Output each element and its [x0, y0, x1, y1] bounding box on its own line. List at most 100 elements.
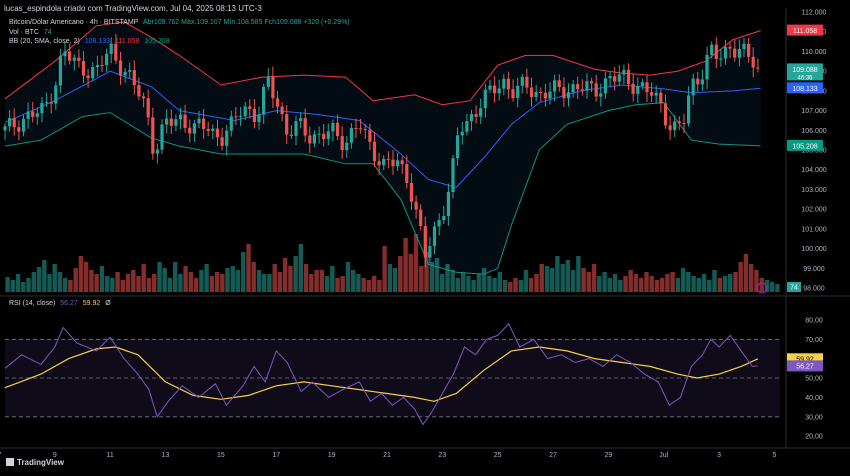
- volume-bar[interactable]: [214, 272, 220, 292]
- candle-body[interactable]: [562, 87, 566, 99]
- volume-bar[interactable]: [204, 264, 209, 292]
- candle-body[interactable]: [206, 128, 210, 131]
- candle-body[interactable]: [405, 164, 409, 183]
- volume-bar[interactable]: [701, 274, 707, 292]
- volume-bar[interactable]: [57, 272, 63, 292]
- candle-body[interactable]: [714, 44, 718, 59]
- legend-volume-label[interactable]: Vol · BTC: [9, 29, 39, 36]
- candle-body[interactable]: [128, 70, 132, 72]
- candle-body[interactable]: [442, 216, 446, 221]
- candle-body[interactable]: [49, 102, 53, 104]
- volume-bar[interactable]: [52, 264, 57, 292]
- candle-body[interactable]: [506, 78, 510, 90]
- volume-bar[interactable]: [518, 280, 523, 292]
- candle-body[interactable]: [650, 92, 654, 96]
- candle-body[interactable]: [382, 158, 386, 166]
- candle-body[interactable]: [747, 43, 751, 57]
- candle-body[interactable]: [35, 113, 39, 117]
- volume-bar[interactable]: [199, 270, 204, 292]
- candle-body[interactable]: [654, 92, 658, 96]
- volume-bar[interactable]: [31, 272, 36, 292]
- volume-bar[interactable]: [670, 272, 675, 292]
- candle-body[interactable]: [603, 78, 607, 94]
- volume-bar[interactable]: [10, 280, 15, 292]
- volume-bar[interactable]: [178, 274, 183, 292]
- candle-body[interactable]: [262, 86, 266, 115]
- candle-body[interactable]: [17, 127, 21, 132]
- volume-bar[interactable]: [104, 276, 110, 292]
- volume-bar[interactable]: [529, 278, 534, 292]
- volume-bar[interactable]: [83, 262, 89, 292]
- candle-body[interactable]: [257, 114, 261, 123]
- candle-body[interactable]: [12, 118, 16, 128]
- volume-bar[interactable]: [749, 264, 754, 292]
- candle-body[interactable]: [299, 118, 303, 122]
- candle-body[interactable]: [372, 141, 377, 162]
- volume-bar[interactable]: [141, 264, 146, 292]
- volume-bar[interactable]: [235, 270, 241, 292]
- legend-rsi-label[interactable]: RSI (14, close): [9, 300, 56, 307]
- volume-bar[interactable]: [241, 252, 246, 292]
- volume-bar[interactable]: [36, 267, 42, 292]
- candle-body[interactable]: [580, 89, 584, 91]
- volume-bar[interactable]: [262, 274, 267, 292]
- volume-bar[interactable]: [775, 284, 780, 292]
- volume-bar[interactable]: [173, 262, 178, 292]
- candle-body[interactable]: [742, 43, 746, 49]
- candle-body[interactable]: [317, 133, 321, 135]
- bb-basis-line[interactable]: [4, 70, 761, 189]
- volume-bar[interactable]: [120, 280, 125, 292]
- bb-upper-line[interactable]: [4, 21, 761, 106]
- volume-bar[interactable]: [78, 256, 84, 292]
- volume-bar[interactable]: [696, 278, 701, 292]
- candle-body[interactable]: [386, 158, 390, 160]
- legend-bb-label[interactable]: BB (20, SMA, close, 2): [9, 38, 80, 45]
- volume-bar[interactable]: [361, 278, 366, 292]
- candle-body[interactable]: [534, 92, 538, 97]
- candle-body[interactable]: [608, 76, 612, 79]
- candle-body[interactable]: [280, 106, 284, 115]
- volume-bar[interactable]: [42, 260, 47, 292]
- volume-bar[interactable]: [654, 280, 660, 292]
- volume-bar[interactable]: [691, 276, 696, 292]
- candle-body[interactable]: [613, 76, 617, 82]
- candle-body[interactable]: [132, 70, 136, 86]
- candle-body[interactable]: [626, 69, 631, 84]
- volume-bar[interactable]: [570, 270, 576, 292]
- candle-body[interactable]: [696, 78, 700, 85]
- candle-body[interactable]: [109, 43, 113, 54]
- candle-body[interactable]: [520, 76, 524, 86]
- volume-bar[interactable]: [680, 268, 686, 292]
- candle-body[interactable]: [710, 44, 714, 55]
- volume-bar[interactable]: [712, 270, 717, 292]
- volume-bar[interactable]: [193, 278, 199, 292]
- volume-bar[interactable]: [73, 268, 78, 292]
- candle-body[interactable]: [400, 160, 404, 165]
- volume-bar[interactable]: [434, 258, 440, 292]
- volume-bar[interactable]: [707, 280, 712, 292]
- candle-body[interactable]: [8, 118, 12, 127]
- volume-bar[interactable]: [136, 276, 141, 292]
- volume-bar[interactable]: [424, 252, 429, 292]
- volume-bar[interactable]: [408, 254, 413, 292]
- candle-body[interactable]: [483, 89, 487, 109]
- candle-body[interactable]: [668, 125, 672, 131]
- candle-body[interactable]: [81, 61, 86, 76]
- volume-bar[interactable]: [256, 270, 262, 292]
- candle-body[interactable]: [557, 80, 561, 88]
- volume-bar[interactable]: [110, 278, 115, 292]
- candle-body[interactable]: [414, 201, 418, 210]
- volume-bar[interactable]: [246, 244, 251, 292]
- volume-bar[interactable]: [759, 278, 764, 292]
- candle-body[interactable]: [423, 226, 427, 258]
- candle-body[interactable]: [723, 46, 728, 59]
- volume-bar[interactable]: [293, 256, 298, 292]
- volume-bar[interactable]: [340, 276, 345, 292]
- volume-bar[interactable]: [230, 266, 235, 292]
- volume-bar[interactable]: [644, 272, 649, 292]
- candle-body[interactable]: [141, 96, 146, 99]
- candle-body[interactable]: [682, 123, 686, 125]
- candle-body[interactable]: [114, 43, 118, 61]
- volume-bar[interactable]: [314, 270, 319, 292]
